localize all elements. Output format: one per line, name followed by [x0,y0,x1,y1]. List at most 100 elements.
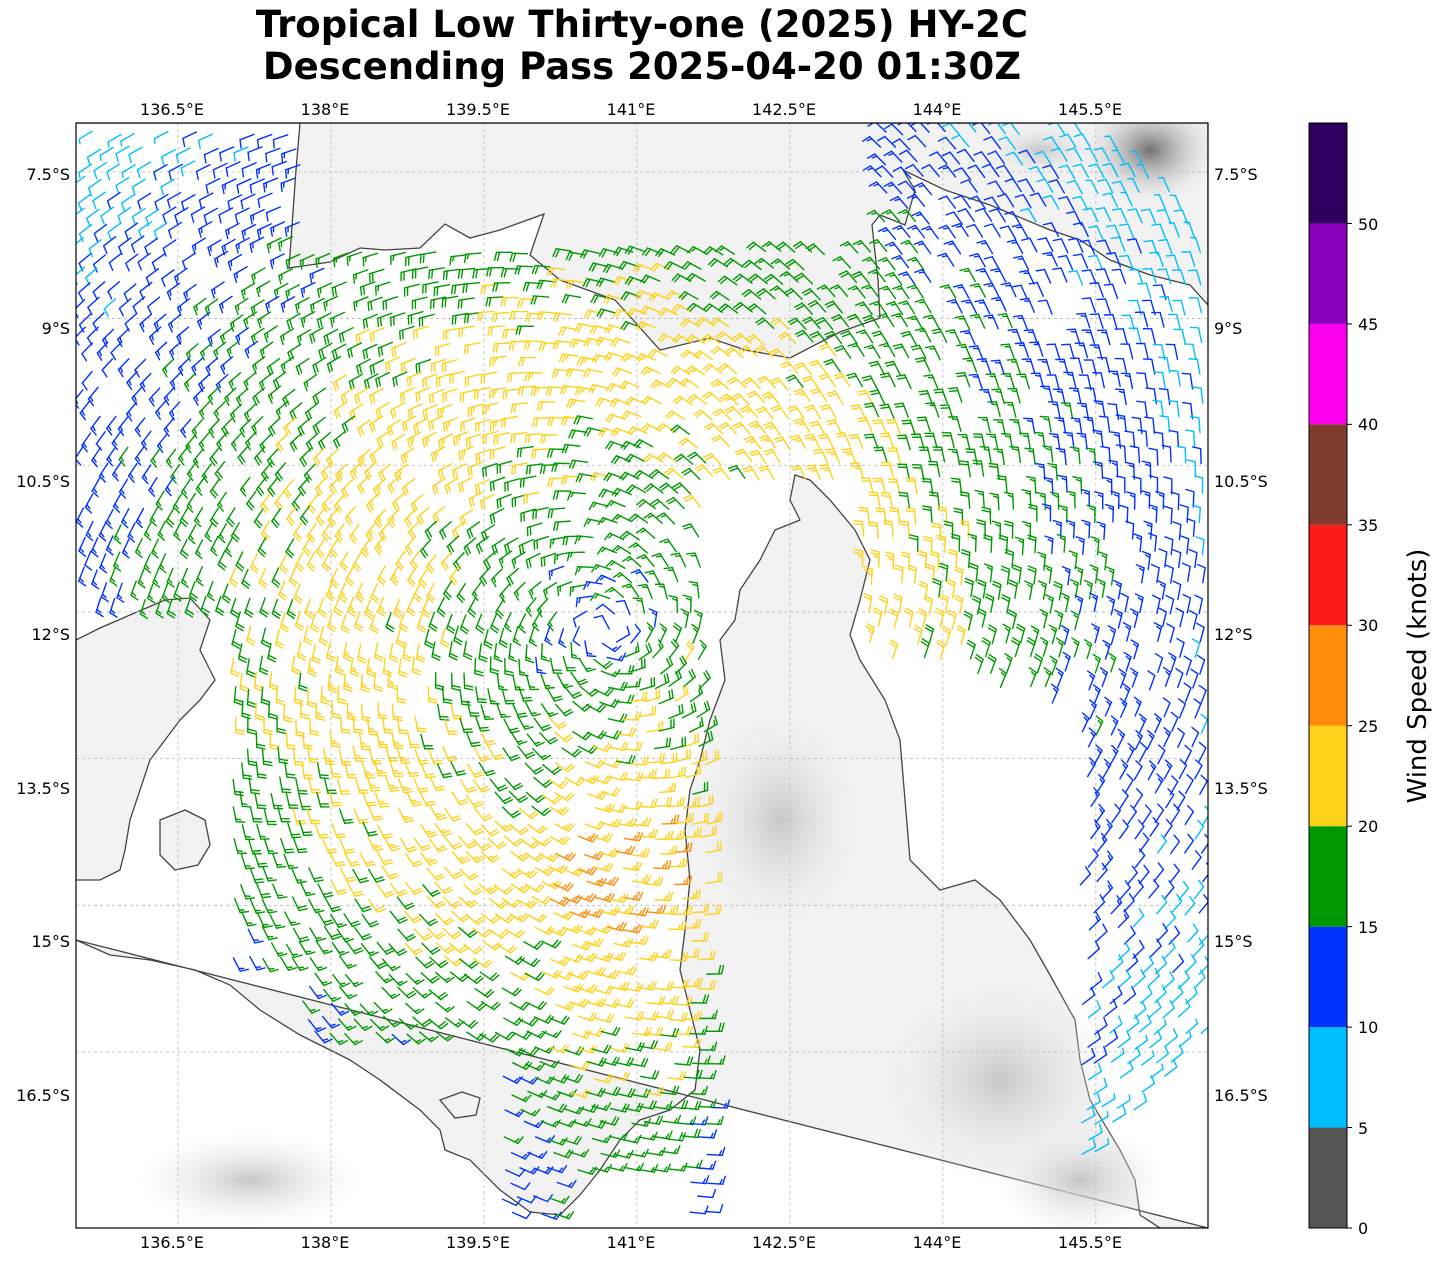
wind-barb [198,192,214,209]
wind-barb [1037,237,1054,253]
wind-barb [403,283,420,297]
wind-barb [166,282,181,301]
title-line-1: Tropical Low Thirty-one (2025) HY-2C [255,3,1029,46]
wind-barbs [76,123,1208,1220]
wind-barb [218,295,233,314]
wind-barb [785,258,805,271]
wind-barb [1156,209,1172,225]
wind-barb [775,241,796,253]
colorbar-tick-20: 20 [1358,817,1378,836]
lat-tick-right-1: 7.5°S [1214,165,1258,184]
wind-barb [832,256,852,269]
wind-barb [1079,239,1096,255]
wind-barb [1072,195,1089,211]
wind-barb [928,151,948,165]
lon-tick-top-4: 141°E [607,100,656,119]
wind-barb [1042,251,1058,267]
wind-barb [588,262,609,272]
wind-barb [1028,165,1046,181]
colorbar-tick-30: 30 [1358,616,1378,635]
wind-barb [457,267,476,279]
map-title: Tropical Low Thirty-one (2025) HY-2C Des… [0,4,1284,88]
wind-barb [1072,163,1090,178]
wind-barb [1130,150,1144,166]
wind-barb [78,130,93,145]
wind-barb [100,206,114,225]
wind-barb [1085,179,1099,195]
wind-barb [352,269,369,284]
wind-barb [93,223,108,242]
wind-barb [1187,269,1202,286]
wind-barb [78,163,93,179]
wind-barb [983,136,1002,150]
wind-barb [965,223,984,238]
wind-barb [546,266,566,277]
terrain-shading [130,123,1208,1228]
wind-barb [180,160,196,177]
wind-barb [1153,194,1166,210]
wind-barb [883,150,903,163]
wind-barb [251,267,266,285]
wind-barb [552,248,572,258]
wind-barb [107,281,121,300]
wind-barb [121,164,136,179]
wind-barb [161,149,176,166]
wind-barb [76,207,85,216]
wind-barb [974,207,993,222]
wind-barb [1189,236,1202,253]
wind-barb [78,223,93,243]
colorbar-tick-50: 50 [1358,215,1378,234]
wind-barb [207,239,222,257]
wind-barb [1014,194,1032,209]
lon-tick-bottom-4: 141°E [607,1233,656,1252]
wind-barb [239,133,255,149]
lat-tick-right-6: 15°S [1214,932,1253,951]
wind-barb [898,271,916,286]
wind-barb [1157,268,1172,285]
wind-barb [317,282,333,299]
wind-barb [509,252,529,262]
wind-barb [1043,136,1061,151]
wind-barb [492,281,511,292]
wind-barb [1151,223,1167,239]
wind-barb [449,254,467,266]
wind-barb [1067,270,1084,286]
wind-barb [131,178,146,196]
wind-barb [1013,255,1030,271]
wind-barb [309,267,325,284]
wind-barb [265,147,281,163]
lon-ticks-bottom: 136.5°E 138°E 139.5°E 141°E 142.5°E 144°… [140,1233,1122,1252]
lon-tick-bottom-6: 144°E [913,1233,962,1252]
wind-barb [284,164,301,179]
wind-barb [884,123,904,136]
wind-barb [272,134,289,149]
wind-barb [1017,178,1035,193]
wind-barb [884,271,903,286]
wind-barb [128,146,143,164]
wind-barb [624,245,645,255]
wind-barb [866,153,887,166]
lon-tick-top-2: 138°E [301,100,350,119]
wind-barb [898,149,918,163]
wind-barb [1104,135,1118,150]
wind-barb [1110,236,1126,252]
wind-barb [86,208,100,227]
lon-tick-bottom-2: 138°E [301,1233,350,1252]
lon-tick-top-5: 142.5°E [752,100,816,119]
wind-barb [247,146,263,162]
lon-tick-top-1: 136.5°E [140,100,204,119]
map-plot-area [76,123,1208,1228]
lat-ticks-left: 7.5°S 9°S 10.5°S 12°S 13.5°S 15°S 16.5°S [16,165,70,1105]
wind-barb [411,266,429,280]
wind-barb [1088,225,1104,241]
wind-barb [981,163,1000,178]
lon-tick-top-6: 144°E [913,100,962,119]
wind-barb [1106,252,1122,268]
colorbar-tick-10: 10 [1358,1018,1378,1037]
wind-barb [360,281,376,296]
wind-barb [221,178,237,195]
wind-barb [897,123,917,133]
wind-barb [1102,192,1119,208]
wind-barb [278,235,294,252]
wind-barb [1021,237,1038,253]
